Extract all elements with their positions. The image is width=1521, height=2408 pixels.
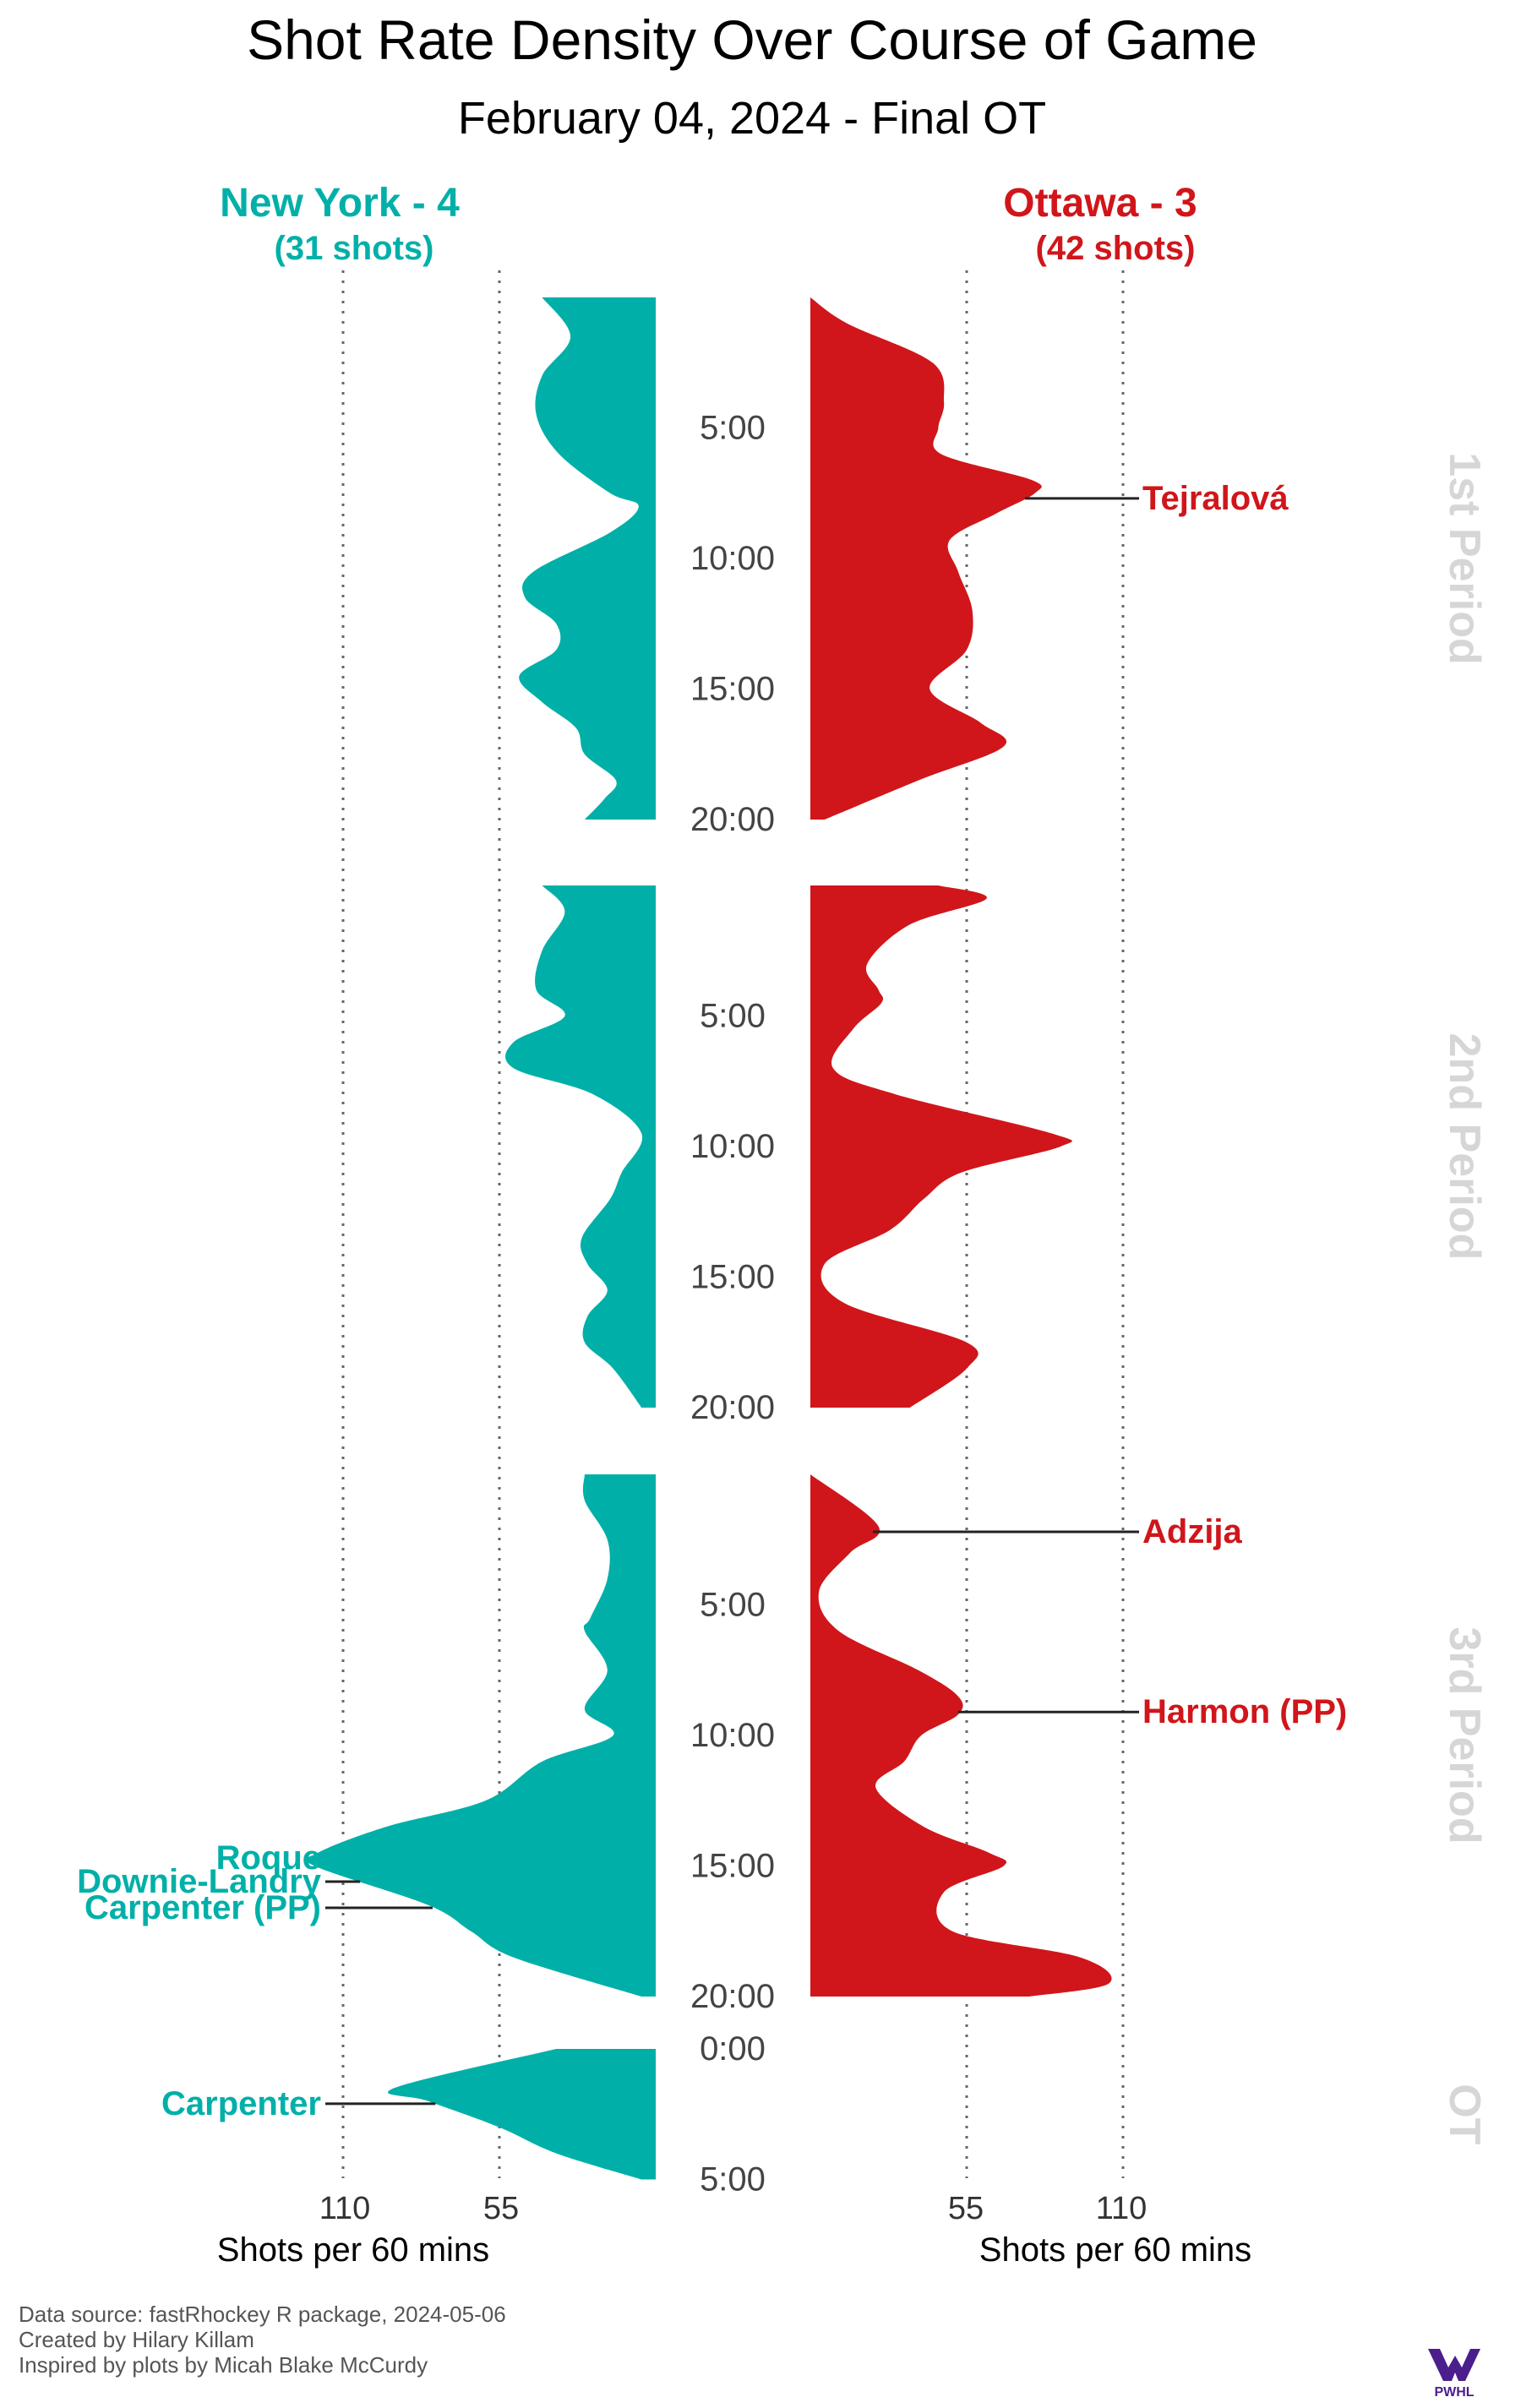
time-tick-label: 10:00 — [690, 1717, 775, 1754]
time-tick-label: 10:00 — [690, 540, 775, 577]
goal-scorer-label: Adzija — [1142, 1513, 1243, 1550]
time-tick-label: 5:00 — [700, 2161, 766, 2198]
chart-subtitle: February 04, 2024 - Final OT — [458, 93, 1046, 144]
right-axis-title: Shots per 60 mins — [979, 2231, 1251, 2269]
time-tick-label: 5:00 — [700, 998, 766, 1035]
goal-scorer-label: Carpenter — [161, 2085, 321, 2122]
time-tick-label: 5:00 — [700, 410, 766, 447]
goal-scorer-label: Tejralová — [1142, 480, 1289, 517]
left-axis-tick-110: 110 — [319, 2191, 371, 2226]
ottawa-density-3rd-period — [810, 1474, 1112, 1997]
right-team-shots: (42 shots) — [1036, 230, 1196, 267]
chart-title: Shot Rate Density Over Course of Game — [247, 8, 1257, 71]
pwhl-logo-text: PWHL — [1434, 2385, 1474, 2400]
left-team-shots: (31 shots) — [275, 230, 434, 267]
ottawa-density-1st-period — [810, 297, 1042, 820]
pwhl-logo-mark — [1428, 2349, 1480, 2381]
period-label-1st-period: 1st Period — [1440, 452, 1489, 664]
goal-scorer-label: Roque — [216, 1839, 321, 1877]
time-tick-label: 5:00 — [700, 1587, 766, 1624]
goal-scorer-label: Harmon (PP) — [1142, 1693, 1347, 1730]
period-label-3rd-period: 3rd Period — [1440, 1626, 1489, 1844]
ottawa-density-2nd-period — [810, 885, 1072, 1408]
right-team-label: Ottawa - 3 — [1003, 181, 1197, 226]
period-label-2nd-period: 2nd Period — [1440, 1033, 1489, 1261]
time-tick-label: 15:00 — [690, 671, 775, 708]
left-axis-tick-55: 55 — [483, 2191, 519, 2226]
time-tick-label: 20:00 — [690, 1389, 775, 1426]
time-tick-label: 0:00 — [700, 2030, 766, 2068]
left-axis-title: Shots per 60 mins — [217, 2231, 489, 2269]
pwhl-logo: PWHL — [1428, 2349, 1480, 2400]
new-york-density-ot — [388, 2049, 656, 2180]
new-york-density-1st-period — [519, 297, 656, 820]
time-tick-label: 20:00 — [690, 801, 775, 838]
footer-created: Created by Hilary Killam — [19, 2327, 254, 2352]
footer-source: Data source: fastRhockey R package, 2024… — [19, 2302, 506, 2327]
new-york-density-3rd-period — [304, 1474, 656, 1997]
footer-inspired: Inspired by plots by Micah Blake McCurdy — [19, 2352, 428, 2378]
time-tick-label: 10:00 — [690, 1128, 775, 1165]
right-axis-tick-55: 55 — [948, 2191, 984, 2226]
period-label-ot: OT — [1440, 2084, 1489, 2144]
goal-scorer-label: Downie-Landry — [77, 1863, 322, 1900]
left-team-label: New York - 4 — [220, 181, 460, 226]
time-tick-label: 15:00 — [690, 1259, 775, 1296]
time-tick-label: 20:00 — [690, 1978, 775, 2015]
time-tick-label: 15:00 — [690, 1848, 775, 1885]
right-axis-tick-110: 110 — [1096, 2191, 1148, 2226]
new-york-density-2nd-period — [505, 885, 656, 1408]
goal-scorer-label: Carpenter (PP) — [84, 1889, 321, 1926]
